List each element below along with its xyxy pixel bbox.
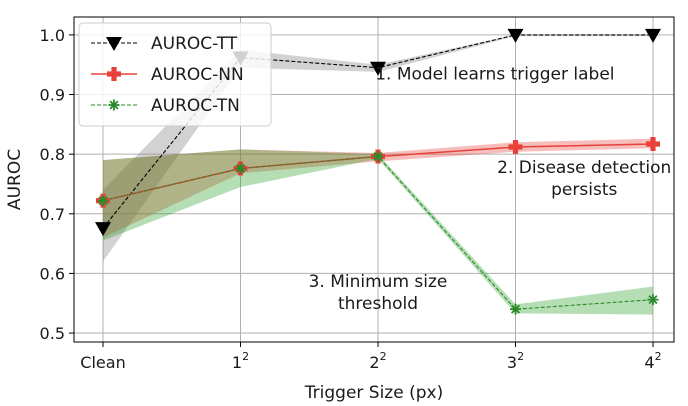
- legend-label: AUROC-NN: [151, 65, 244, 85]
- x-tick-sup: 2: [380, 350, 387, 363]
- point-auroc-nn: [646, 137, 660, 152]
- point-auroc-tn: [372, 151, 384, 163]
- series-markers: [95, 28, 661, 315]
- x-axis-label: Trigger Size (px): [304, 383, 443, 403]
- plot-frame: [73, 16, 675, 343]
- star-ray: [648, 295, 658, 305]
- point-auroc-nn: [508, 140, 523, 154]
- legend-label: AUROC-TN: [151, 96, 240, 116]
- star-ray: [98, 196, 108, 206]
- plus-v: [111, 67, 117, 81]
- legend-marker-auroc-nn: [107, 67, 121, 81]
- x-tick-sup: 2: [517, 350, 524, 363]
- x-tick-base: 4: [644, 353, 654, 372]
- y-tick-label: 0.7: [40, 205, 65, 224]
- point-auroc-tn: [97, 195, 109, 207]
- x-tick-label: 12: [232, 350, 249, 372]
- plus-v: [650, 137, 656, 152]
- point-auroc-tt: [370, 61, 386, 76]
- star-ray: [510, 304, 521, 314]
- x-tick-sup: 2: [655, 350, 662, 363]
- legend: AUROC-TT AUROC-NN AUROC-TN: [78, 22, 272, 127]
- legend-marker-auroc-tn: [108, 99, 120, 111]
- star-ray: [109, 100, 119, 110]
- x-tick-base: 1: [232, 353, 242, 372]
- x-tick-label: 42: [644, 350, 661, 372]
- y-axis-label: AUROC: [5, 149, 25, 210]
- point-auroc-tt: [645, 28, 661, 43]
- point-auroc-tt: [95, 222, 111, 237]
- legend-box: [78, 22, 272, 127]
- y-tick-label: 0.8: [40, 145, 65, 164]
- y-tick-label: 0.6: [40, 264, 65, 283]
- annotation-line: threshold: [338, 294, 418, 314]
- annotations: 1. Model learns trigger label 2. Disease …: [309, 65, 672, 315]
- legend-marker-auroc-tt: [106, 37, 122, 51]
- point-auroc-tn: [235, 162, 246, 174]
- band-auroc-tn: [103, 149, 653, 315]
- x-tick-sup: 2: [242, 350, 249, 363]
- x-tick-label: 22: [369, 350, 386, 372]
- x-tick-label: Clean: [80, 353, 125, 372]
- y-tick-label: 1.0: [40, 26, 65, 45]
- x-tick-base: 3: [507, 353, 517, 372]
- point-auroc-tn: [510, 303, 521, 315]
- annotation-line: 2. Disease detection: [497, 158, 671, 178]
- x-tick-label: 32: [507, 350, 524, 372]
- annotation-line: persists: [551, 180, 617, 200]
- legend-label: AUROC-TT: [151, 34, 238, 54]
- x-tick-base: 2: [369, 353, 379, 372]
- annotation-line: 1. Model learns trigger label: [375, 65, 614, 85]
- plus-v: [512, 140, 519, 154]
- annotation-line: 3. Minimum size: [309, 272, 448, 292]
- point-auroc-tt: [507, 28, 524, 43]
- y-tick-label: 0.5: [40, 324, 65, 343]
- point-auroc-tn: [647, 294, 659, 306]
- star-ray: [235, 163, 246, 173]
- x-tick-base: Clean: [80, 353, 125, 372]
- star-ray: [373, 152, 383, 162]
- annotation-text: 2. Disease detection persists: [497, 158, 671, 200]
- y-tick-label: 0.9: [40, 86, 65, 105]
- annotation-text: 3. Minimum size threshold: [309, 272, 448, 314]
- annotation-text: 1. Model learns trigger label: [375, 65, 614, 85]
